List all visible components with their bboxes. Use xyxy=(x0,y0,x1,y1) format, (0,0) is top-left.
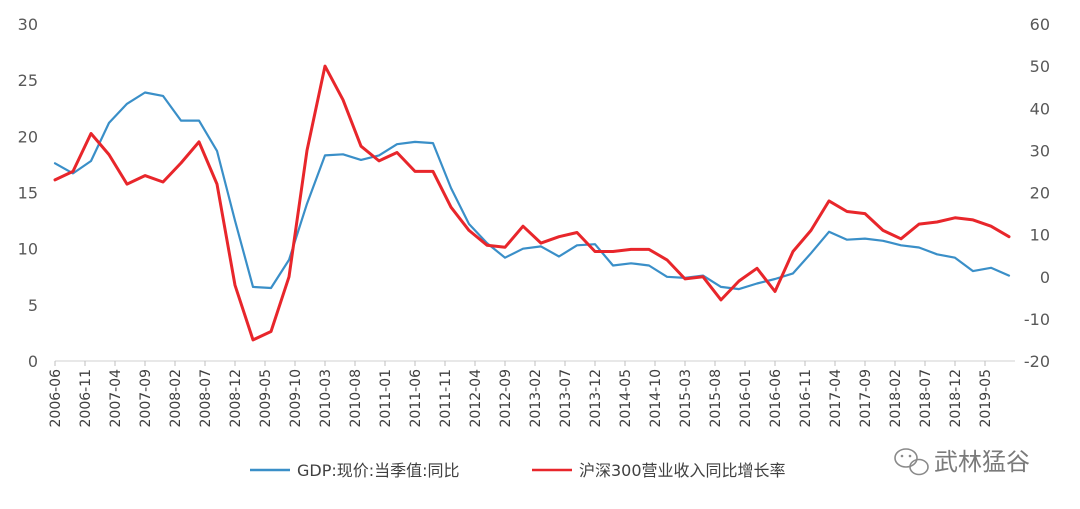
x-axis-ticks: 2006-06 2006-11 2007-04 2007-09 2008-02 2008-… xyxy=(48,361,994,428)
left-y-tick-label: 15 xyxy=(18,184,38,203)
right-y-axis-ticks: -20 -10 0 10 20 30 40 50 60 xyxy=(1024,15,1050,371)
left-y-tick-label: 5 xyxy=(28,296,38,315)
right-y-tick-label: 30 xyxy=(1030,141,1050,160)
left-y-tick-label: 20 xyxy=(18,127,38,146)
x-tick-label: 2010-03 xyxy=(318,369,334,428)
x-tick-label: 2007-09 xyxy=(138,369,154,428)
x-tick-label: 2011-06 xyxy=(408,369,424,428)
x-tick-label: 2012-09 xyxy=(498,369,514,428)
x-tick-label: 2017-04 xyxy=(828,369,844,428)
x-tick-label: 2013-07 xyxy=(558,369,574,428)
watermark: 武林猛谷 xyxy=(894,448,1030,476)
x-tick-label: 2008-07 xyxy=(198,369,214,428)
series-line-hs300-revenue xyxy=(53,64,1011,342)
x-tick-label: 2009-10 xyxy=(288,369,304,428)
x-tick-label: 2008-02 xyxy=(168,369,184,428)
legend-label-hs300: 沪深300营业收入同比增长率 xyxy=(579,461,786,480)
right-y-tick-label: 0 xyxy=(1040,268,1050,287)
x-tick-label: 2013-12 xyxy=(588,369,604,428)
x-tick-label: 2006-06 xyxy=(48,369,64,428)
x-tick-label: 2012-04 xyxy=(468,369,484,428)
x-tick-label: 2016-06 xyxy=(768,369,784,428)
x-tick-label: 2017-09 xyxy=(858,369,874,428)
x-tick-label: 2018-02 xyxy=(888,369,904,428)
x-tick-label: 2018-07 xyxy=(918,369,934,428)
x-tick-label: 2015-08 xyxy=(708,369,724,428)
x-tick-label: 2013-02 xyxy=(528,369,544,428)
right-y-tick-label: 60 xyxy=(1030,15,1050,34)
x-tick-label: 2010-08 xyxy=(348,369,364,428)
legend-label-gdp: GDP:现价:当季值:同比 xyxy=(297,461,460,480)
x-tick-label: 2015-03 xyxy=(678,369,694,428)
right-y-tick-label: 50 xyxy=(1030,57,1050,76)
x-tick-label: 2006-11 xyxy=(78,369,94,428)
left-y-tick-label: 10 xyxy=(18,240,38,259)
right-y-tick-label: -10 xyxy=(1024,310,1050,329)
left-y-tick-label: 0 xyxy=(28,352,38,371)
x-tick-label: 2011-11 xyxy=(438,369,454,428)
left-y-tick-label: 25 xyxy=(18,71,38,90)
left-y-tick-label: 30 xyxy=(18,15,38,34)
x-tick-label: 2018-12 xyxy=(948,369,964,428)
series-layer xyxy=(53,64,1011,342)
right-y-tick-label: -20 xyxy=(1024,352,1050,371)
x-tick-label: 2016-11 xyxy=(798,369,814,428)
x-tick-label: 2008-12 xyxy=(228,369,244,428)
watermark-text: 武林猛谷 xyxy=(934,448,1030,476)
x-tick-label: 2014-05 xyxy=(618,369,634,428)
right-y-tick-label: 40 xyxy=(1030,99,1050,118)
x-tick-label: 2019-05 xyxy=(978,369,994,428)
right-y-tick-label: 10 xyxy=(1030,226,1050,245)
right-y-tick-label: 20 xyxy=(1030,184,1050,203)
series-line-gdp xyxy=(53,91,1011,291)
x-tick-label: 2014-10 xyxy=(648,369,664,428)
legend: GDP:现价:当季值:同比 沪深300营业收入同比增长率 xyxy=(250,461,786,480)
wechat-icon xyxy=(894,448,929,476)
x-tick-label: 2007-04 xyxy=(108,369,124,428)
x-tick-label: 2009-05 xyxy=(258,369,274,428)
left-y-axis-ticks: 0 5 10 15 20 25 30 xyxy=(18,15,38,371)
x-tick-label: 2016-01 xyxy=(738,369,754,428)
x-tick-label: 2011-01 xyxy=(378,369,394,428)
